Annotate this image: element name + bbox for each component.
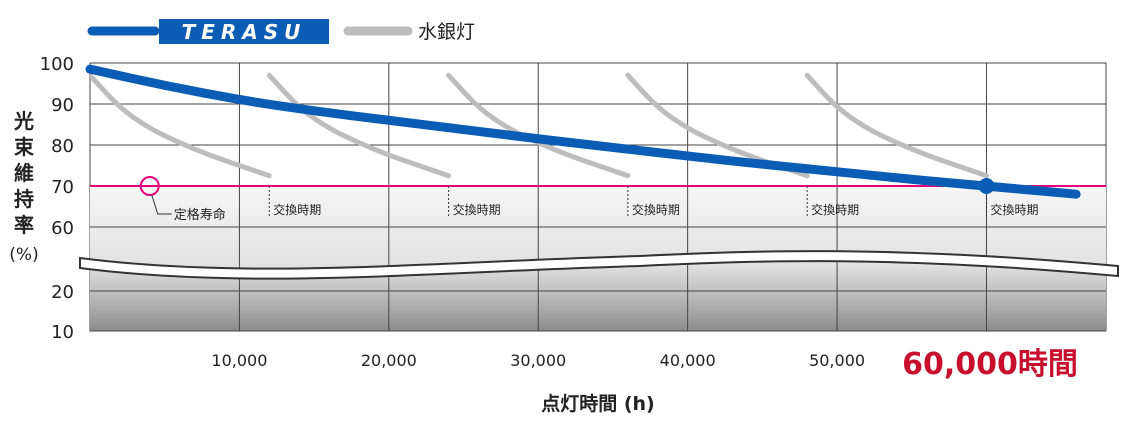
y-label-char: 光 xyxy=(13,109,34,133)
legend: TERASU 水銀灯 xyxy=(87,19,475,44)
y-label-char: 率 xyxy=(14,213,34,237)
x-tick-label: 10,000 xyxy=(211,351,267,370)
y-tick-label: 70 xyxy=(51,177,74,198)
terasu-marker xyxy=(978,178,995,194)
y-label-char: 持 xyxy=(14,187,34,211)
x-tick-label: 50,000 xyxy=(809,351,865,370)
axis-break-band xyxy=(79,250,1119,280)
y-tick-label: 60 xyxy=(51,218,74,239)
x-tick-label: 30,000 xyxy=(510,351,566,370)
below-threshold-band xyxy=(90,186,1106,266)
annotation-label: 交換時期 xyxy=(811,202,859,217)
y-label-char: 維 xyxy=(14,161,34,185)
y-tick-label: 100 xyxy=(40,54,74,75)
y-tick-label: 90 xyxy=(51,95,74,116)
y-tick-label: 20 xyxy=(51,282,74,303)
threshold-label: 定格寿命 xyxy=(174,207,226,223)
x-tick-label: 40,000 xyxy=(660,351,716,370)
threshold-marker xyxy=(139,176,160,196)
y-label-unit: (%) xyxy=(9,245,38,265)
y-axis-ticks: 100 90 80 70 60 20 10 xyxy=(40,54,74,343)
legend-terasu-label: TERASU xyxy=(182,20,307,44)
y-label-char: 束 xyxy=(14,135,35,159)
legend-terasu-logo xyxy=(159,19,329,44)
legend-mercury-label: 水銀灯 xyxy=(418,21,475,43)
mercury-curve xyxy=(266,72,452,179)
annotations: 交換時期 交換時期 交換時期 交換時期 交換時期 xyxy=(268,186,1038,217)
y-tick-label: 10 xyxy=(51,322,74,343)
terasu-line xyxy=(85,64,1081,199)
annotation-label: 交換時期 xyxy=(632,202,680,217)
x-tick-label: 20,000 xyxy=(361,351,417,370)
x-axis-label: 点灯時間 (h) xyxy=(541,393,655,415)
y-tick-label: 80 xyxy=(51,136,74,157)
mercury-curve xyxy=(804,72,989,179)
annotation-label: 交換時期 xyxy=(273,202,321,217)
annotation-label: 交換時期 xyxy=(990,202,1038,217)
threshold-leader xyxy=(151,194,172,215)
x-axis-ticks: 10,000 20,000 30,000 40,000 50,000 xyxy=(211,351,865,370)
x-highlight-label: 60,000時間 xyxy=(902,347,1078,382)
terasu-curve xyxy=(85,64,1081,199)
annotation-label: 交換時期 xyxy=(453,202,501,217)
mercury-curve xyxy=(90,72,272,179)
